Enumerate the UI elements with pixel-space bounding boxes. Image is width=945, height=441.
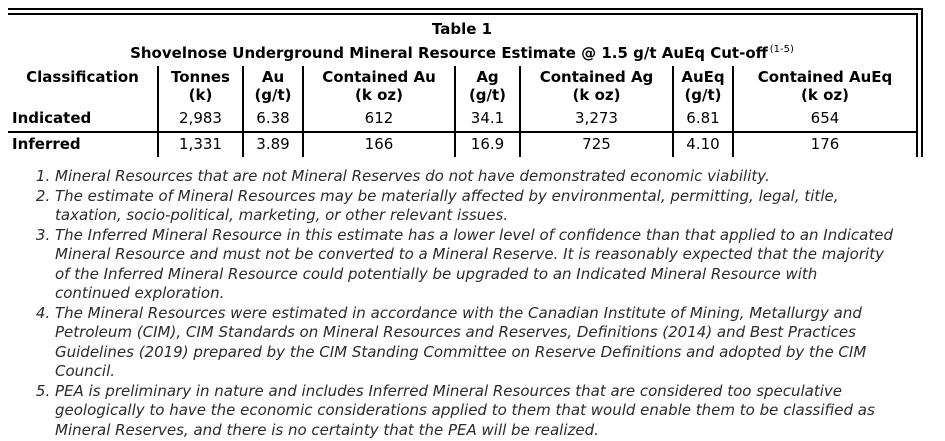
- column-header-tonnes: Tonnes (k): [157, 66, 243, 107]
- classification-cell: Inferred: [12, 135, 81, 153]
- column-header-classification: Classification: [8, 66, 158, 107]
- column-label: Classification: [26, 68, 139, 86]
- column-label: Contained AuEq: [757, 68, 893, 86]
- column-unit: (k oz): [801, 86, 849, 104]
- column-unit: (g/t): [254, 86, 292, 104]
- ag-grade-cell: 16.9: [454, 132, 520, 157]
- au-grade-cell: 6.38: [242, 107, 303, 133]
- column-unit: (k): [188, 86, 213, 104]
- column-header-contained-aueq: Contained AuEq (k oz): [732, 66, 916, 107]
- column-header-contained-au: Contained Au (k oz): [302, 66, 455, 107]
- footnote-2: The estimate of Mineral Resources may be…: [55, 187, 893, 226]
- column-label: Contained Au: [322, 68, 436, 86]
- contained-au-cell: 166: [302, 132, 455, 157]
- column-unit: (k oz): [355, 86, 403, 104]
- contained-au-cell: 612: [302, 107, 455, 133]
- au-grade-cell: 3.89: [242, 132, 303, 157]
- table-row-indicated: Indicated 2,983 6.38 612 34.1 3,273 6.81…: [8, 107, 916, 133]
- footnote-1: Mineral Resources that are not Mineral R…: [55, 167, 893, 187]
- table-subtitle: Shovelnose Underground Mineral Resource …: [8, 40, 916, 66]
- column-header-contained-ag: Contained Ag (k oz): [519, 66, 673, 107]
- footnote-3: The Inferred Mineral Resource in this es…: [55, 226, 893, 304]
- footnotes-section: Mineral Resources that are not Mineral R…: [0, 167, 945, 440]
- column-unit: (k oz): [572, 86, 621, 104]
- footnotes-list: Mineral Resources that are not Mineral R…: [0, 167, 893, 440]
- table-title-row: Table 1: [8, 15, 916, 40]
- table-header-row: Classification Tonnes (k) Au (g/t) Contain…: [8, 66, 916, 107]
- table-subtitle-row: Shovelnose Underground Mineral Resource …: [8, 40, 916, 66]
- contained-aueq-cell: 654: [732, 107, 916, 133]
- contained-aueq-cell: 176: [732, 132, 916, 157]
- table-title: Table 1: [431, 20, 493, 38]
- aueq-grade-cell: 4.10: [672, 132, 733, 157]
- column-label: Contained Ag: [539, 68, 654, 86]
- column-label: Ag: [476, 68, 499, 86]
- tonnes-cell: 1,331: [157, 132, 243, 157]
- resource-estimate-table: Table 1 Shovelnose Underground Mineral R…: [8, 15, 916, 157]
- footnote-5: PEA is preliminary in nature and include…: [55, 382, 893, 441]
- column-label: AuEq: [681, 68, 725, 86]
- footnote-reference-superscript: (1-5): [769, 44, 794, 55]
- classification-cell: Indicated: [8, 107, 158, 133]
- ag-grade-cell: 34.1: [454, 107, 520, 133]
- mineral-resource-table: Table 1 Shovelnose Underground Mineral R…: [8, 8, 923, 157]
- column-header-ag: Ag (g/t): [454, 66, 520, 107]
- column-header-au: Au (g/t): [242, 66, 303, 107]
- tonnes-cell: 2,983: [157, 107, 243, 133]
- contained-ag-cell: 725: [519, 132, 673, 157]
- contained-ag-cell: 3,273: [519, 107, 673, 133]
- table-row-inferred: Inferred 1,331 3.89 166 16.9 725 4.10 17…: [8, 132, 916, 157]
- column-header-aueq: AuEq (g/t): [672, 66, 733, 107]
- footnote-4: The Mineral Resources were estimated in …: [55, 304, 893, 382]
- column-unit: (g/t): [684, 86, 722, 104]
- aueq-grade-cell: 6.81: [672, 107, 733, 133]
- column-label: Tonnes: [170, 68, 230, 86]
- column-label: Au: [261, 68, 285, 86]
- table-subtitle-text: Shovelnose Underground Mineral Resource …: [130, 44, 768, 62]
- column-unit: (g/t): [468, 86, 507, 104]
